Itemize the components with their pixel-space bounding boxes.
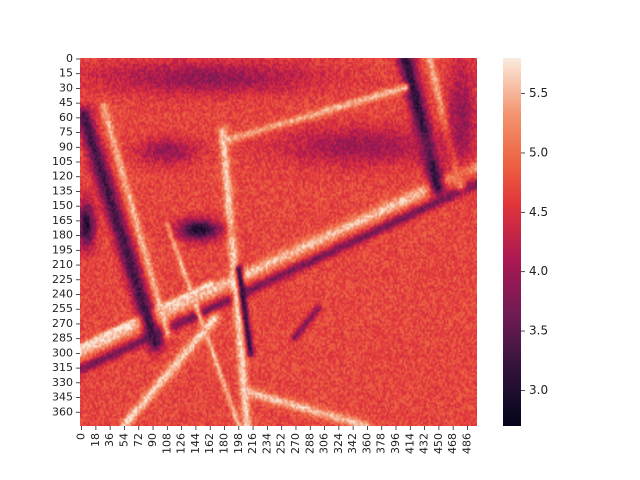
colorbar-tick-label: 5.0: [529, 145, 548, 159]
x-tick-label: 0: [75, 433, 88, 440]
y-tick-label: 210: [52, 258, 73, 271]
y-tick-label: 285: [52, 332, 73, 345]
x-tick-label: 234: [260, 433, 273, 454]
x-tick-label: 162: [203, 433, 216, 454]
x-tick-label: 198: [232, 433, 245, 454]
x-tick-label: 54: [117, 433, 130, 447]
x-tick-label: 324: [332, 433, 345, 454]
y-tick-label: 120: [52, 170, 73, 183]
y-tick-label: 270: [52, 317, 73, 330]
colorbar-tick-label: 5.5: [529, 86, 548, 100]
x-tick-label: 108: [160, 433, 173, 454]
y-tick-label: 315: [52, 361, 73, 374]
x-tick-label: 90: [146, 433, 159, 447]
y-tick-label: 195: [52, 243, 73, 256]
x-tick-label: 144: [189, 433, 202, 454]
y-tick-label: 135: [52, 184, 73, 197]
x-tick-label: 360: [360, 433, 373, 454]
colorbar: [503, 58, 521, 426]
x-tick-label: 216: [246, 433, 259, 454]
y-tick-label: 45: [59, 96, 73, 109]
x-tick-label: 414: [403, 433, 416, 454]
colorbar-tick-label: 3.0: [529, 383, 548, 397]
x-tick-label: 36: [103, 433, 116, 447]
y-tick-label: 30: [59, 81, 73, 94]
colorbar-tick-label: 4.5: [529, 205, 548, 219]
y-tick-label: 330: [52, 376, 73, 389]
x-tick-label: 378: [375, 433, 388, 454]
y-tick-label: 75: [59, 126, 73, 139]
y-tick-label: 180: [52, 229, 73, 242]
y-tick-label: 165: [52, 214, 73, 227]
y-tick-label: 15: [59, 67, 73, 80]
y-tick-label: 225: [52, 273, 73, 286]
y-tick-label: 240: [52, 288, 73, 301]
x-tick-label: 288: [303, 433, 316, 454]
heatmap-cells: [80, 58, 477, 426]
x-tick-label: 306: [318, 433, 331, 454]
x-tick-label: 270: [289, 433, 302, 454]
colorbar-axis: 3.0 3.5 4.0 4.5 5.0 5.5: [521, 86, 548, 397]
y-tick-label: 300: [52, 346, 73, 359]
x-tick-label: 486: [460, 433, 473, 454]
x-axis: 0 18 36 54 72 90 108 126 144 162 180 198 216 234 252 27…: [75, 426, 473, 454]
colorbar-tick-label: 4.0: [529, 264, 548, 278]
y-tick-label: 360: [52, 405, 73, 418]
x-tick-label: 72: [132, 433, 145, 447]
y-tick-label: 105: [52, 155, 73, 168]
y-tick-label: 90: [59, 140, 73, 153]
x-tick-label: 180: [218, 433, 231, 454]
y-tick-label: 345: [52, 391, 73, 404]
y-axis: 0153045607590105120135150165180195210225…: [52, 52, 80, 418]
x-tick-label: 432: [418, 433, 431, 454]
x-tick-label: 126: [175, 433, 188, 454]
y-tick-label: 60: [59, 111, 73, 124]
x-tick-label: 396: [389, 433, 402, 454]
x-tick-label: 450: [432, 433, 445, 454]
colorbar-tick-label: 3.5: [529, 324, 548, 338]
y-tick-label: 255: [52, 302, 73, 315]
y-tick-label: 150: [52, 199, 73, 212]
x-tick-label: 342: [346, 433, 359, 454]
y-tick-label: 0: [66, 52, 73, 65]
x-tick-label: 18: [89, 433, 102, 447]
x-tick-label: 252: [275, 433, 288, 454]
x-tick-label: 468: [446, 433, 459, 454]
